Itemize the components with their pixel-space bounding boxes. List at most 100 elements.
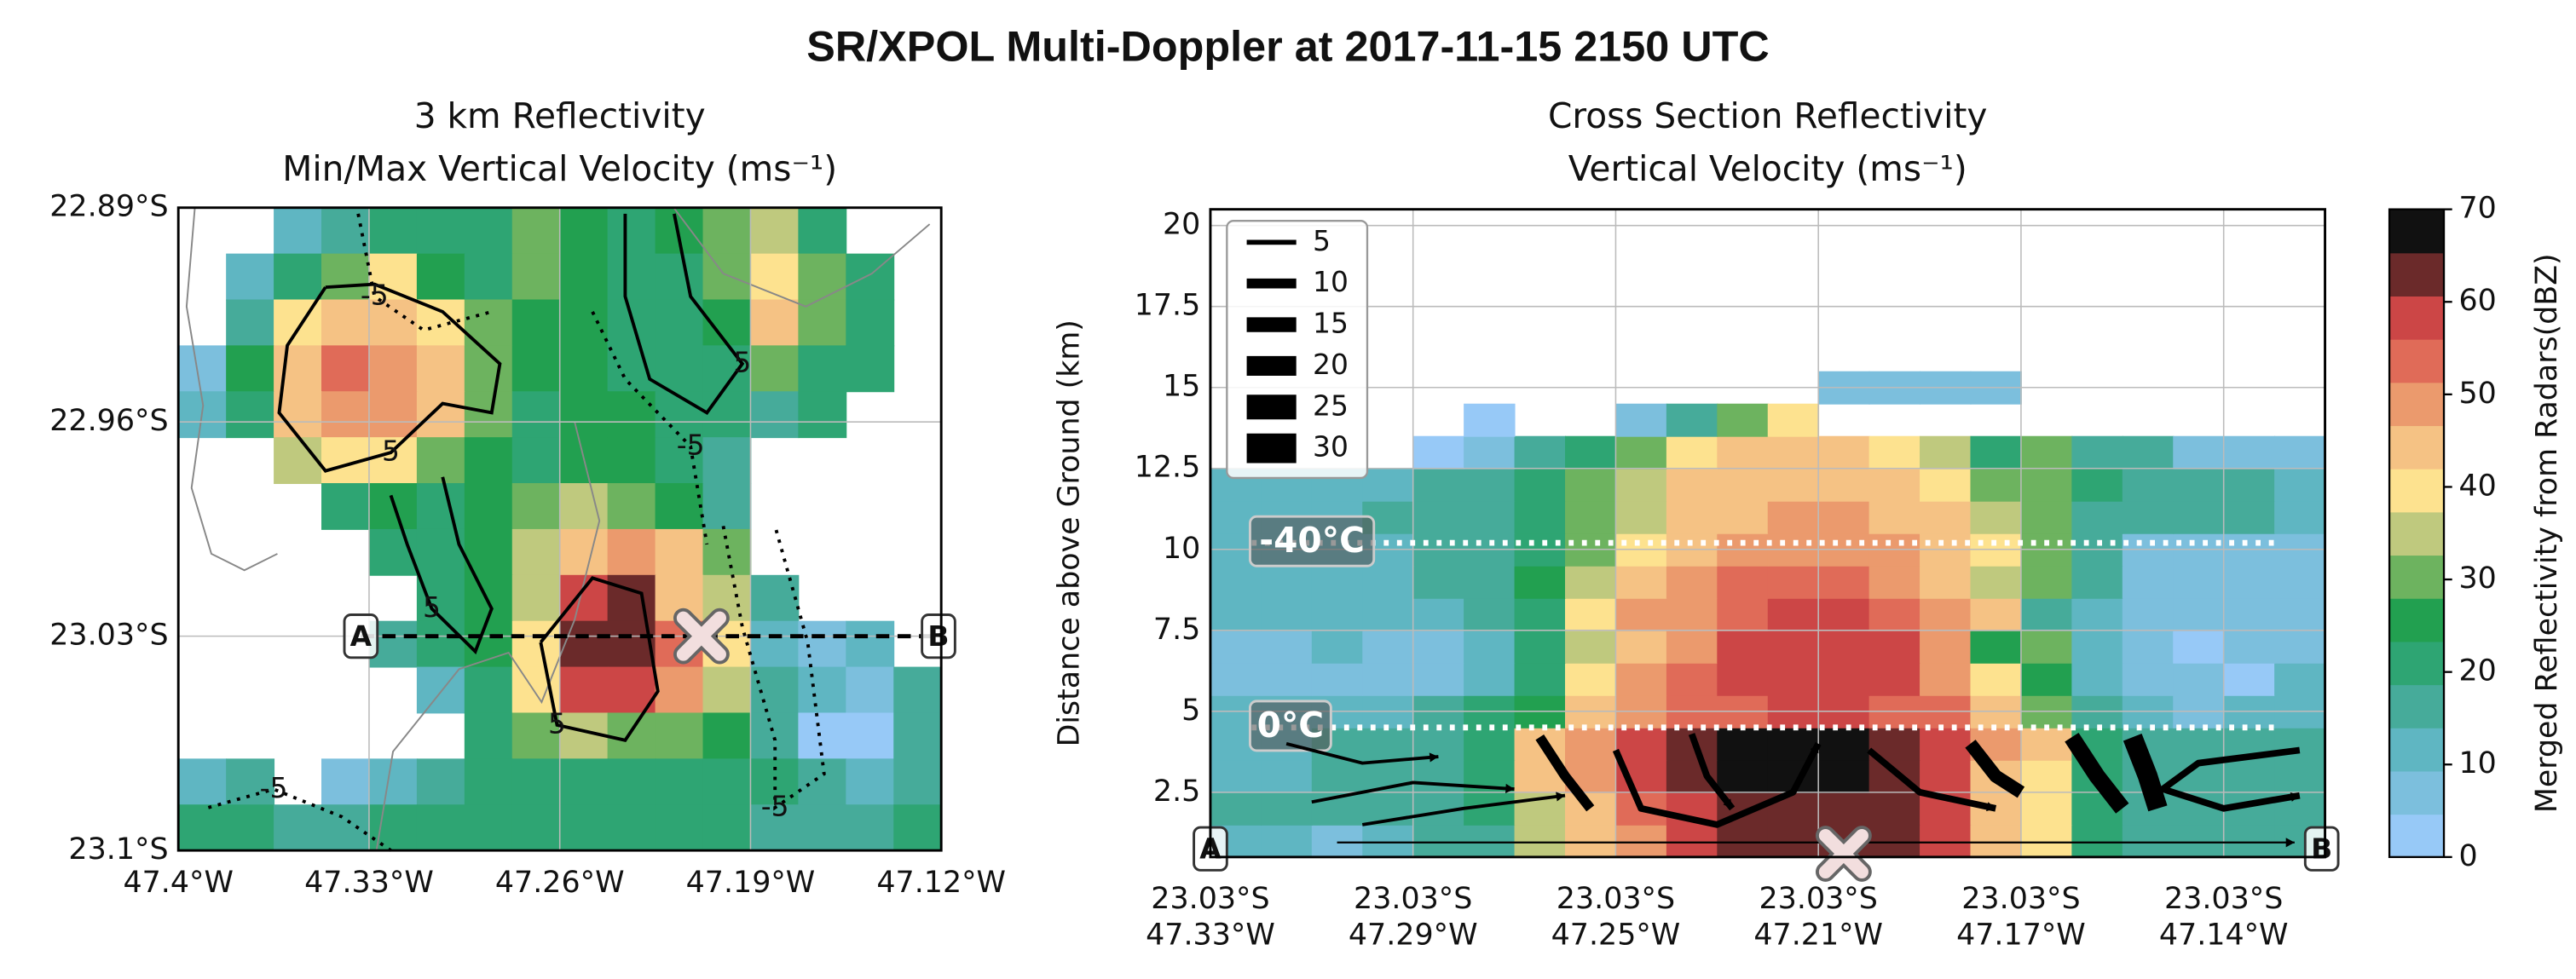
contour-label: 5 (733, 345, 751, 378)
reflectivity-cell (750, 666, 800, 714)
reflectivity-cell (1868, 662, 1921, 696)
reflectivity-cell (1210, 792, 1262, 826)
reflectivity-cell (1615, 500, 1667, 534)
reflectivity-cell (1565, 662, 1617, 696)
reflectivity-cell (798, 345, 847, 393)
reflectivity-cell (1818, 759, 1870, 793)
y-axis-label: Distance above Ground (km) (1052, 320, 1086, 746)
reflectivity-cell (2020, 727, 2073, 761)
reflectivity-cell (1311, 662, 1364, 696)
reflectivity-cell (416, 207, 465, 255)
reflectivity-cell (1514, 565, 1566, 599)
reflectivity-cell (893, 666, 943, 714)
colorbar-tick-label: 70 (2458, 192, 2496, 226)
reflectivity-cell (1818, 435, 1870, 469)
reflectivity-cell (750, 345, 800, 393)
subplot-title: Vertical Velocity (ms⁻¹) (1568, 148, 1967, 189)
reflectivity-cell (1868, 435, 1921, 469)
streamline (1361, 793, 1566, 826)
reflectivity-cell (1210, 759, 1262, 793)
reflectivity-cell (1514, 435, 1566, 469)
reflectivity-cell (464, 620, 513, 668)
reflectivity-cell (1362, 630, 1414, 664)
reflectivity-cell (511, 299, 561, 347)
reflectivity-cell (798, 391, 847, 439)
reflectivity-cell (1464, 662, 1516, 696)
colorbar-swatch (2389, 727, 2445, 772)
reflectivity-cell (1210, 630, 1262, 664)
reflectivity-cell (1565, 630, 1617, 664)
x-tick-label: 23.03°S (1557, 882, 1675, 916)
reflectivity-cell (178, 804, 228, 852)
reflectivity-cell (2173, 565, 2225, 599)
reflectivity-cell (702, 712, 752, 760)
reflectivity-cell (1920, 662, 1972, 696)
reflectivity-cell (416, 574, 465, 622)
reflectivity-cell (655, 299, 704, 347)
streamline (1285, 741, 1439, 765)
reflectivity-cell (226, 391, 275, 439)
reflectivity-cell (1717, 500, 1769, 534)
isotherm-label: -40°C (1259, 520, 1365, 561)
reflectivity-cell (655, 758, 704, 806)
velocity-contour (207, 787, 392, 852)
reflectivity-cell (1362, 727, 1414, 761)
plot-frame (176, 206, 943, 852)
reflectivity-cell (511, 758, 561, 806)
reflectivity-cell (368, 299, 418, 347)
colorbar-tick-label: 0 (2458, 839, 2477, 873)
reflectivity-cell (1868, 500, 1921, 534)
reflectivity-cell (416, 253, 465, 301)
y-tick-label: 12.5 (1135, 451, 1201, 485)
reflectivity-cell (2173, 435, 2225, 469)
geo-boundary (185, 207, 278, 572)
reflectivity-cell (1767, 662, 1820, 696)
reflectivity-cell (798, 758, 847, 806)
colorbar-swatch (2389, 209, 2445, 254)
reflectivity-cell (1868, 824, 1921, 858)
x-tick-label: 47.29°W (1349, 919, 1478, 953)
reflectivity-cell (846, 345, 895, 393)
reflectivity-cell (511, 391, 561, 439)
reflectivity-cell (274, 253, 322, 301)
streamline-arrow (2011, 783, 2021, 792)
reflectivity-cell (1666, 468, 1718, 502)
reflectivity-cell (702, 528, 752, 576)
reflectivity-cell (1565, 824, 1617, 858)
reflectivity-cell (1767, 597, 1820, 631)
reflectivity-cell (226, 345, 275, 393)
reflectivity-cell (1464, 824, 1516, 858)
reflectivity-cell (2223, 662, 2276, 696)
reflectivity-cell (1666, 824, 1718, 858)
reflectivity-cell (416, 804, 465, 852)
x-tick-label: 47.17°W (1956, 919, 2086, 953)
isotherm-label-box (1248, 700, 1332, 752)
velocity-contour (721, 525, 826, 811)
reflectivity-cell (178, 758, 228, 806)
isotherm-label-box (1248, 515, 1376, 567)
reflectivity-cell (2122, 597, 2175, 631)
reflectivity-cell (893, 804, 943, 852)
reflectivity-cell (559, 620, 609, 668)
velocity-contour (277, 282, 502, 473)
reflectivity-cell (798, 299, 847, 347)
reflectivity-cell (1412, 468, 1465, 502)
reflectivity-cell (1970, 468, 2022, 502)
reflectivity-cell (1767, 403, 1820, 437)
reflectivity-cell (321, 299, 370, 347)
reflectivity-cell (2122, 500, 2175, 534)
reflectivity-cell (226, 804, 275, 852)
reflectivity-cell (416, 345, 465, 393)
x-tick-label: 23.03°S (1151, 882, 1269, 916)
reflectivity-cell (1261, 565, 1313, 599)
reflectivity-cell (2173, 500, 2225, 534)
reflectivity-cell (655, 666, 704, 714)
reflectivity-cell (1920, 759, 1972, 793)
reflectivity-cell (1666, 500, 1718, 534)
x-tick-label: 23.03°S (1759, 882, 1878, 916)
reflectivity-cell (1311, 824, 1364, 858)
reflectivity-cell (1464, 403, 1516, 437)
colorbar-swatch (2389, 468, 2445, 513)
reflectivity-cell (750, 253, 800, 301)
